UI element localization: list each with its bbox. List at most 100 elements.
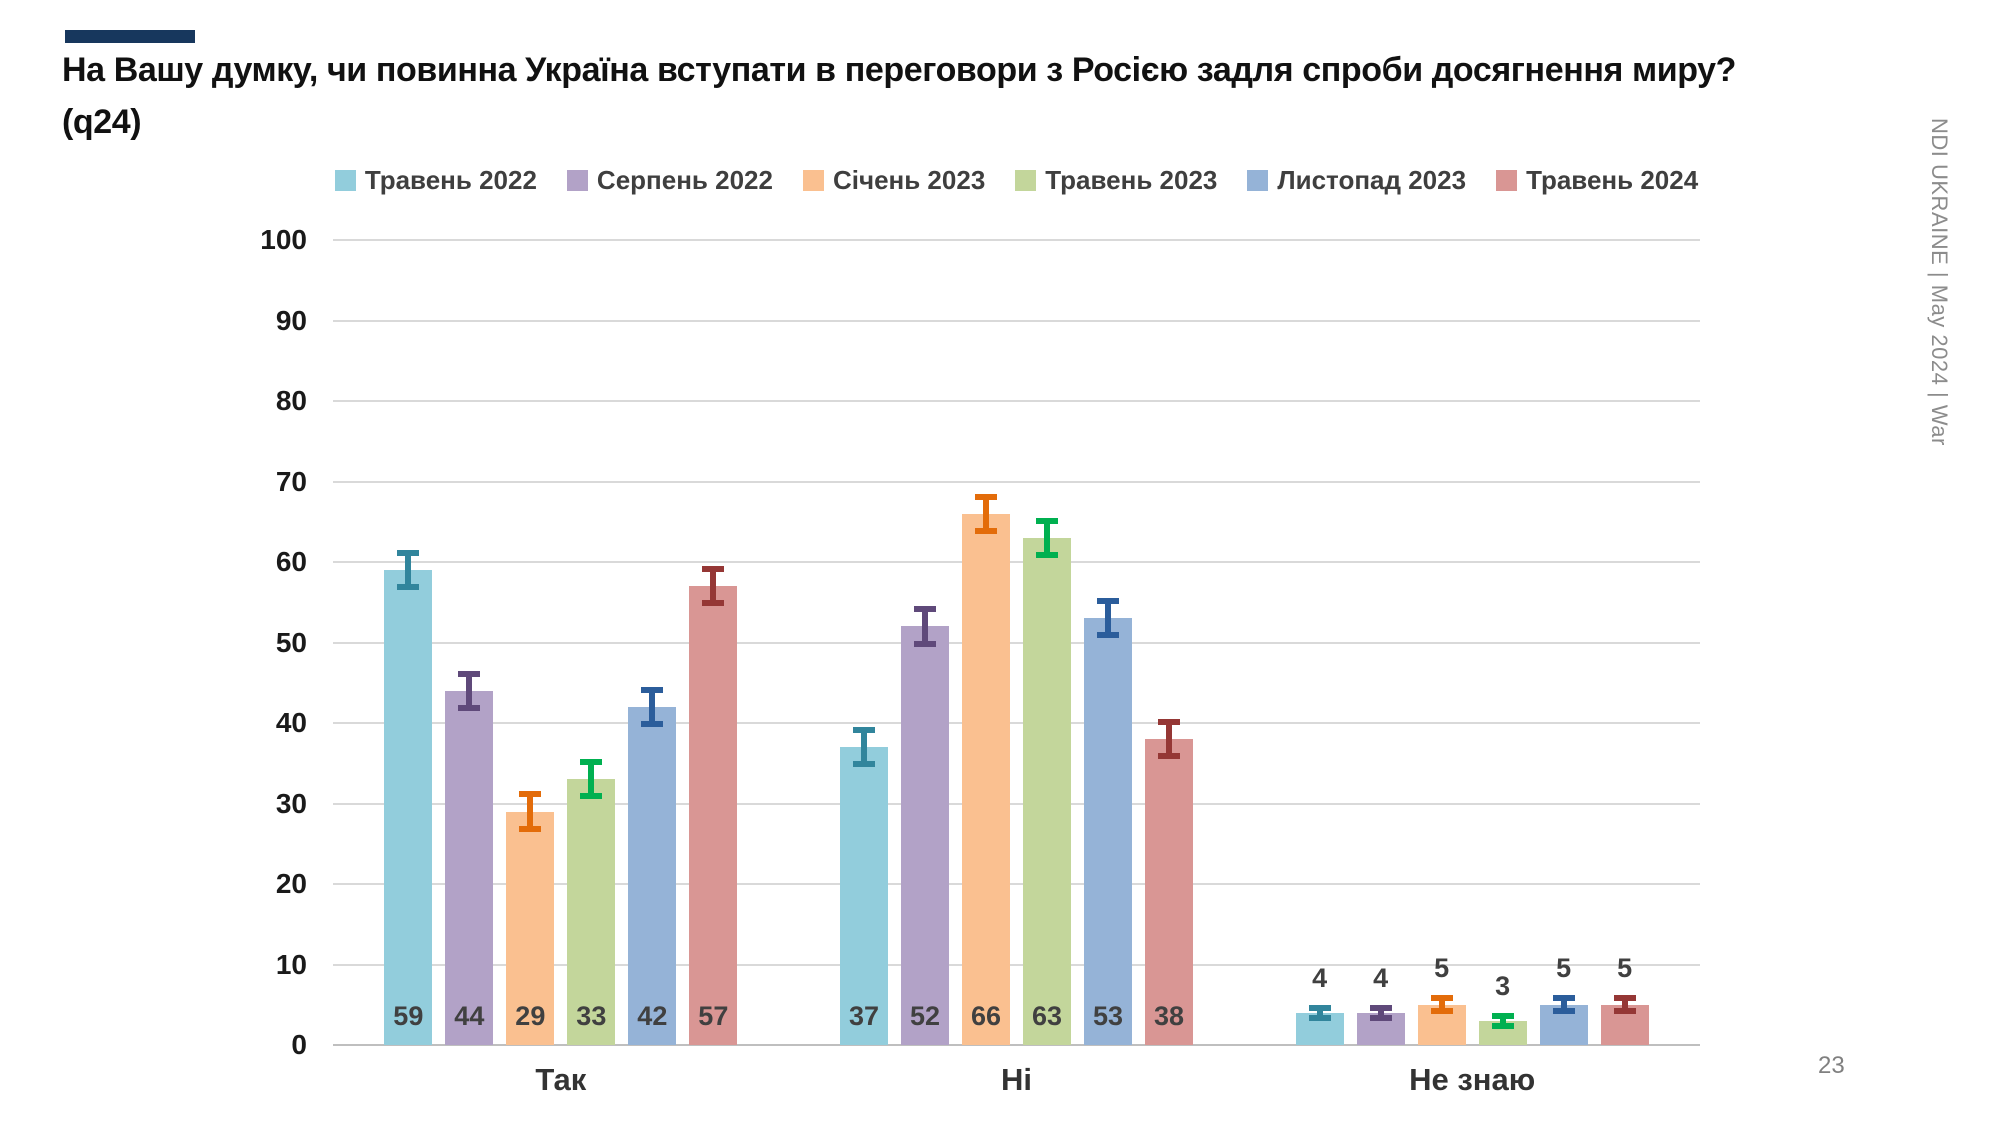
bar-value-label: 3: [1495, 970, 1511, 1001]
bar-value-label: 37: [848, 1001, 880, 1031]
bar-value-label: 5: [1617, 953, 1633, 984]
error-bar: [580, 759, 603, 800]
bar: [384, 570, 433, 1045]
error-bar: [1308, 1004, 1331, 1021]
error-bar: [1613, 995, 1636, 1015]
bar-value-label: 42: [637, 1001, 668, 1031]
legend-swatch: [1247, 169, 1269, 191]
slide-title-line2: (q24): [62, 103, 142, 141]
gridline: [333, 561, 1700, 563]
gridline: [333, 319, 1700, 322]
y-axis-tick-label: 30: [275, 787, 307, 819]
error-bar-cap: [975, 493, 997, 500]
error-bar-cap: [458, 670, 481, 677]
bar-value-label: 33: [576, 1001, 607, 1031]
bar: [1023, 537, 1071, 1045]
error-bar-stem: [405, 549, 412, 591]
legend-label: Серпень 2022: [596, 164, 773, 195]
error-bar-stem: [861, 727, 867, 768]
error-bar-cap: [641, 686, 664, 693]
legend-label: Травень 2023: [1045, 164, 1218, 195]
title-accent-bar: [65, 30, 195, 43]
legend-label: Листопад 2023: [1277, 164, 1467, 195]
error-bar-cap: [1036, 551, 1058, 558]
y-axis-tick-label: 40: [275, 707, 307, 738]
bar: [689, 586, 738, 1045]
error-bar-stem: [983, 493, 989, 534]
error-bar-cap: [702, 600, 725, 607]
error-bar-cap: [1491, 1012, 1514, 1019]
error-bar: [702, 566, 725, 607]
error-bar-cap: [1491, 1022, 1514, 1029]
legend-swatch: [1015, 169, 1037, 191]
error-bar: [1491, 1012, 1514, 1029]
error-bar-stem: [649, 686, 656, 728]
error-bar-cap: [1613, 1008, 1636, 1015]
error-bar-cap: [1613, 995, 1636, 1002]
error-bar-cap: [1036, 517, 1058, 524]
legend-item: Січень 2023: [802, 164, 986, 196]
page-number: 23: [1818, 1052, 1845, 1079]
bar: [1084, 618, 1132, 1045]
legend-swatch: [1496, 169, 1518, 191]
error-bar-cap: [397, 549, 420, 556]
bar-value-label: 63: [1031, 1001, 1063, 1031]
bar: [1145, 739, 1193, 1045]
bar-value-label: 53: [1092, 1001, 1124, 1031]
error-bar-cap: [1430, 1008, 1453, 1015]
error-bar: [914, 606, 936, 647]
error-bar-cap: [1097, 632, 1119, 639]
y-axis-tick-label: 0: [291, 1029, 307, 1060]
gridline: [333, 239, 1700, 241]
chart-legend: Травень 2022 Серпень 2022 Січень 2023 Траве…: [333, 162, 1700, 198]
error-bar-cap: [853, 727, 875, 734]
error-bar-stem: [922, 606, 928, 647]
legend-swatch: [802, 169, 824, 191]
error-bar-stem: [1621, 995, 1628, 1015]
y-axis-tick-label: 10: [275, 948, 307, 980]
gridline: [333, 400, 1700, 402]
error-bar-cap: [519, 791, 542, 798]
error-bar-cap: [702, 566, 725, 573]
bar-value-label: 52: [909, 1001, 941, 1031]
error-bar: [641, 686, 664, 728]
legend-label: Травень 2022: [364, 164, 537, 195]
error-bar-cap: [1097, 598, 1119, 605]
error-bar-stem: [588, 759, 595, 800]
error-bar-stem: [466, 670, 473, 711]
y-axis-tick-label: 70: [275, 465, 307, 497]
legend-label: Січень 2023: [832, 164, 986, 195]
error-bar-cap: [1369, 1004, 1392, 1011]
error-bar-stem: [527, 791, 534, 832]
error-bar-cap: [1308, 1014, 1331, 1021]
error-bar-cap: [914, 640, 936, 647]
bar-value-label: 57: [698, 1001, 729, 1031]
error-bar: [1097, 598, 1119, 639]
bar-value-label: 4: [1373, 962, 1389, 993]
gridline: [333, 963, 1700, 966]
error-bar-stem: [1560, 995, 1567, 1015]
footer-side-text: NDI UKRAINE | May 2024 | War: [1927, 118, 1952, 446]
bar-cluster: 59 44 29 33 42 57: [384, 240, 738, 1045]
gridline: [333, 802, 1700, 805]
error-bar-stem: [1377, 1004, 1384, 1021]
error-bar-cap: [853, 761, 875, 768]
bar: [628, 706, 677, 1045]
error-bar-stem: [1105, 598, 1111, 639]
error-bar-cap: [580, 759, 603, 766]
legend-item: Травень 2022: [334, 164, 537, 196]
error-bar: [519, 791, 542, 832]
error-bar-cap: [1552, 1008, 1575, 1015]
error-bar-stem: [1044, 517, 1050, 558]
gridline: [333, 641, 1700, 644]
bar: [840, 747, 888, 1045]
error-bar-stem: [1316, 1004, 1323, 1021]
x-category-label: Ні: [1000, 1062, 1032, 1097]
error-bar-cap: [1430, 995, 1453, 1002]
bar-cluster: 37 52 66 63 53 38: [840, 240, 1193, 1045]
error-bar-cap: [458, 704, 481, 711]
gridline: [333, 480, 1700, 483]
legend-item: Травень 2023: [1015, 165, 1217, 196]
error-bar: [1369, 1004, 1392, 1021]
x-category-label: Не знаю: [1409, 1062, 1536, 1097]
